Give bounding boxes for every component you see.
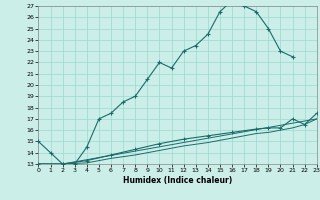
X-axis label: Humidex (Indice chaleur): Humidex (Indice chaleur) [123, 176, 232, 185]
